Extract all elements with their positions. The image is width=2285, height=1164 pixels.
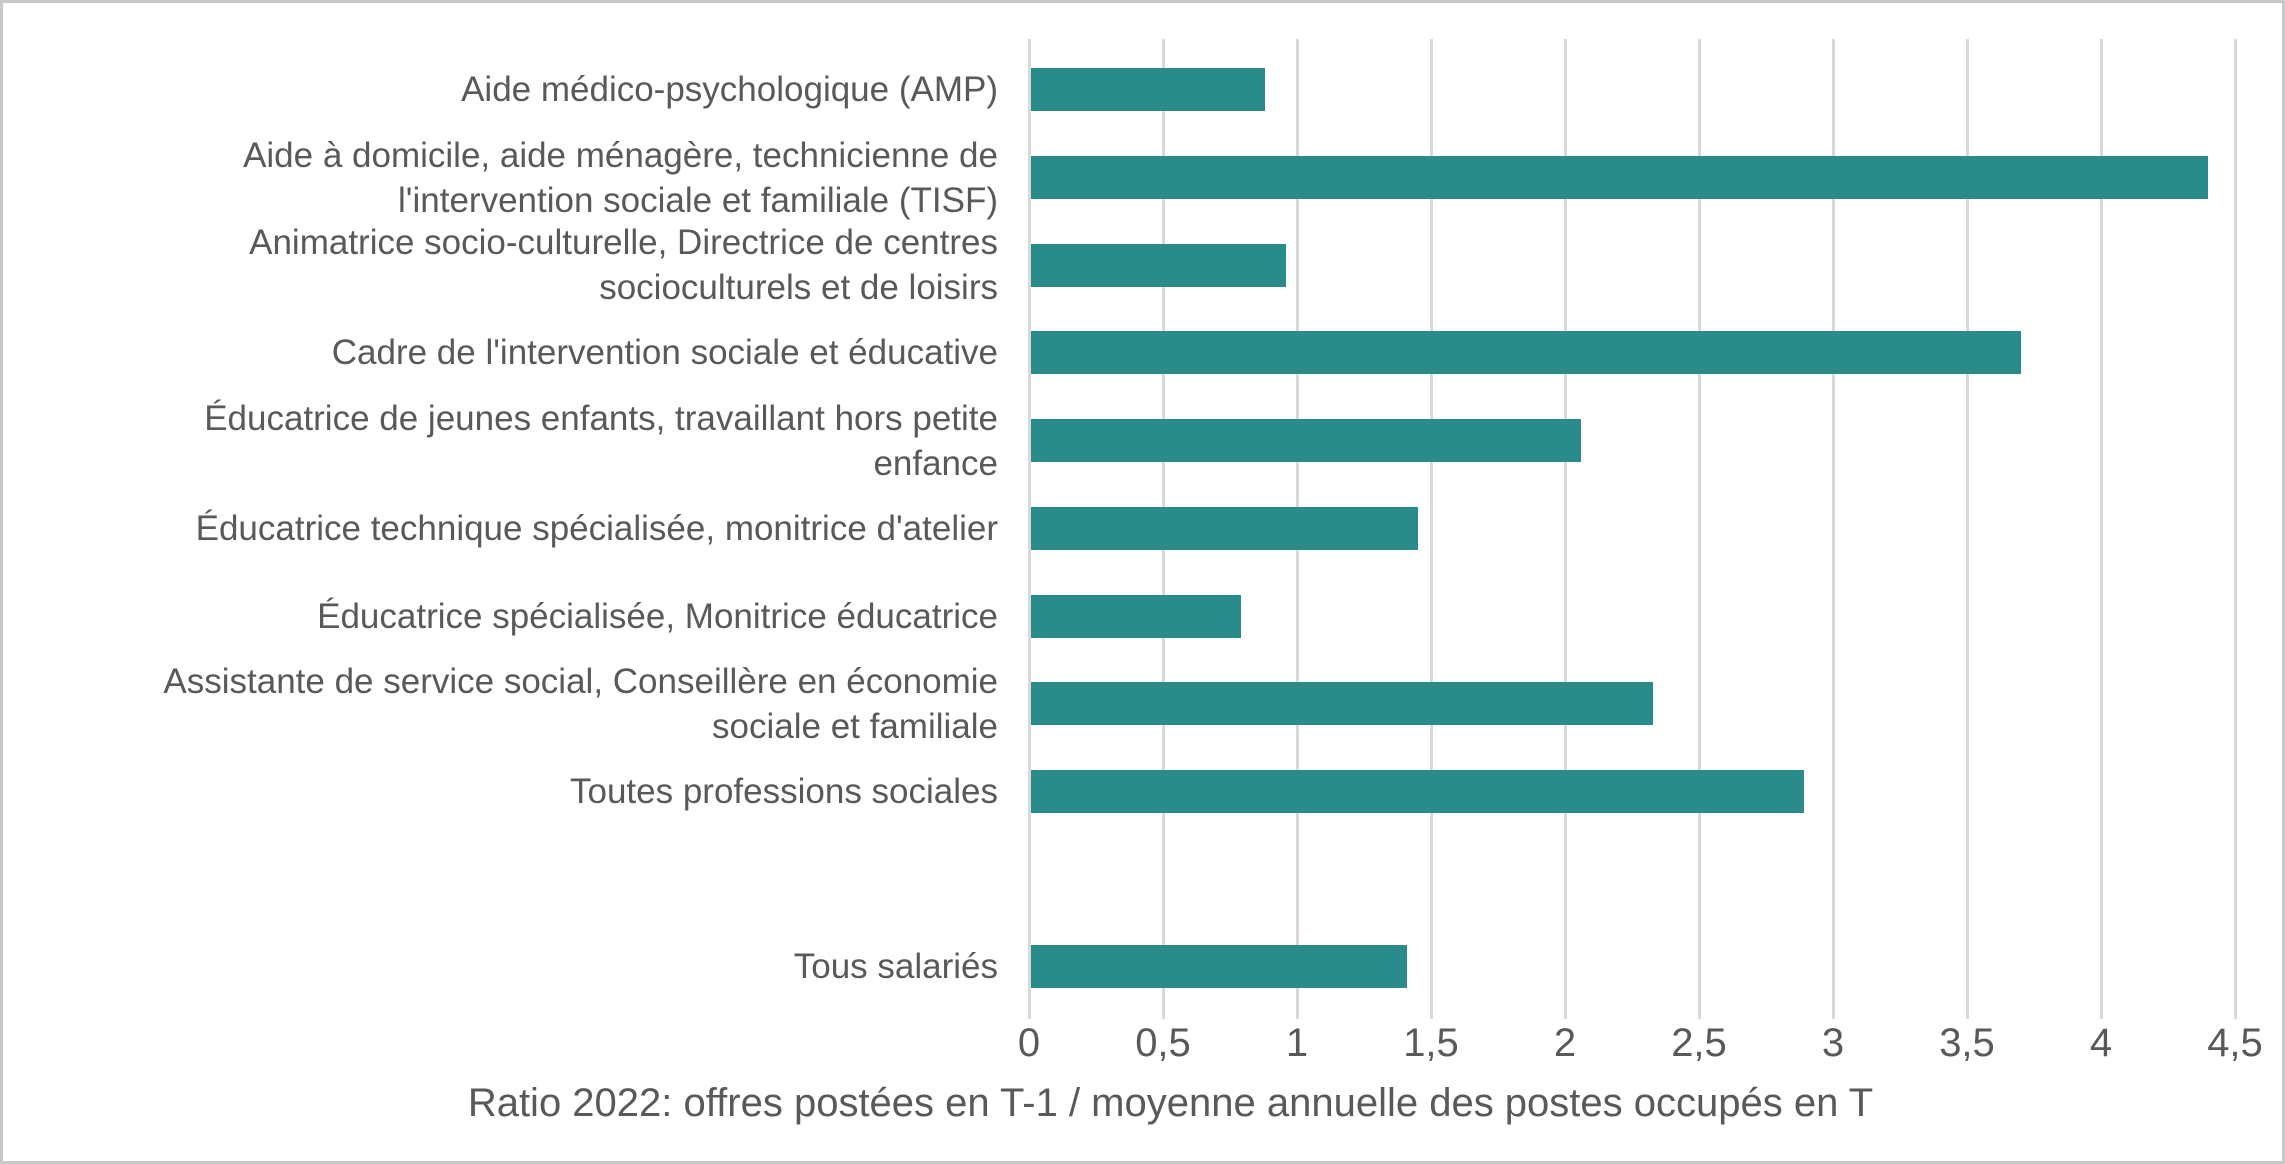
x-axis-tick-label: 0 [1017,1021,1041,1065]
gridline [2099,39,2103,1019]
bar [1031,770,1804,813]
gridline [1831,39,1835,1019]
bar [1031,507,1418,550]
x-axis-tick-label: 3 [1821,1021,1845,1065]
x-axis-tick-label: 4 [2089,1021,2113,1065]
category-label: Aide médico-psychologique (AMP) [461,70,998,110]
x-axis-tick-label: 2,5 [1671,1021,1727,1065]
category-label: Éducatrice spécialisée, Monitrice éducat… [317,596,998,636]
x-axis-tick-label: 1,5 [1403,1021,1459,1065]
x-axis-tick-label: 0,5 [1135,1021,1191,1065]
bar [1031,68,1265,111]
category-label: Animatrice socio-culturelle, Directrice … [249,223,998,308]
x-axis-tick-label: 4,5 [2207,1021,2263,1065]
category-label: Cadre de l'intervention sociale et éduca… [331,333,998,373]
bar [1031,331,2021,374]
gridline [1429,39,1433,1019]
category-label: Éducatrice de jeunes enfants, travaillan… [204,398,998,483]
gridline [1027,39,1031,1019]
gridline [1965,39,1969,1019]
x-axis-tick-label: 1 [1285,1021,1309,1065]
gridline [1697,39,1701,1019]
category-label: Aide à domicile, aide ménagère, technici… [243,135,998,220]
category-label: Toutes professions sociales [570,771,998,811]
bar [1031,419,1581,462]
x-axis-tick-label: 2 [1553,1021,1577,1065]
bar [1031,156,2208,199]
category-label: Tous salariés [793,947,998,987]
x-axis-title: Ratio 2022: offres postées en T-1 / moye… [467,1081,1874,1125]
bar [1031,682,1653,725]
x-axis-tick-label: 3,5 [1939,1021,1995,1065]
category-label: Éducatrice technique spécialisée, monitr… [195,508,998,548]
bar [1031,945,1407,988]
gridline [1563,39,1567,1019]
category-label: Assistante de service social, Conseillèr… [163,661,998,746]
bar [1031,244,1286,287]
bar [1031,595,1241,638]
bar-chart: Aide médico-psychologique (AMP) Aide à do… [3,3,2282,1161]
gridline [2233,39,2237,1019]
